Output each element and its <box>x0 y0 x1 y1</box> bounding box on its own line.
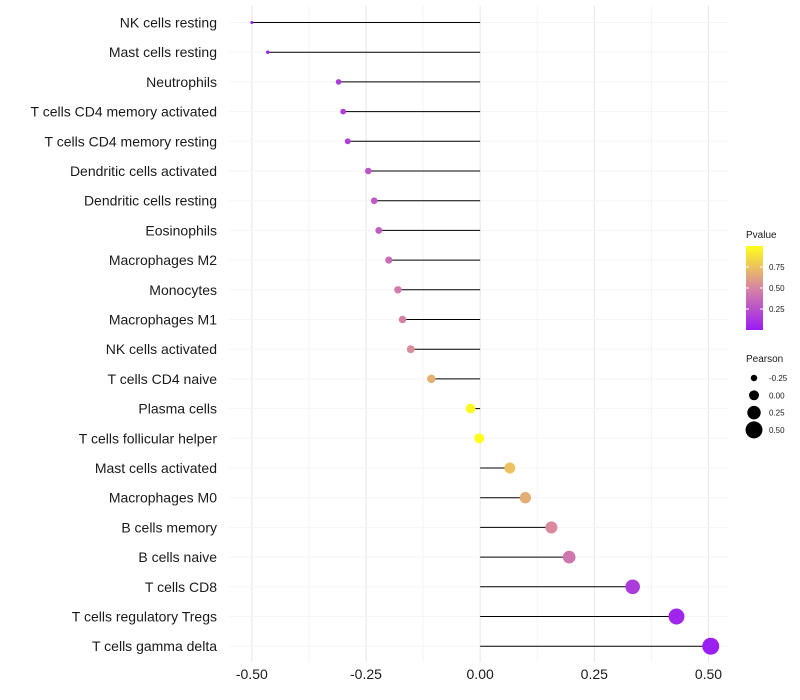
category-label: Mast cells activated <box>95 460 217 476</box>
lollipop-point <box>427 374 436 384</box>
size-legend-label: 0.00 <box>769 391 785 400</box>
category-label: Dendritic cells activated <box>70 163 217 179</box>
x-tick-label: -0.50 <box>236 666 268 682</box>
category-label: T cells CD4 memory resting <box>45 133 217 149</box>
x-tick-label: 0.25 <box>581 666 608 682</box>
category-label: B cells naive <box>138 549 217 565</box>
pvalue-colorbar <box>746 246 763 330</box>
category-label: B cells memory <box>121 519 217 535</box>
lollipop-point <box>364 167 372 175</box>
pearson-legend: Pearson -0.25 0.00 0.25 0.50 <box>745 354 788 439</box>
pvalue-legend-title: Pvalue <box>746 230 777 241</box>
category-label: Macrophages M1 <box>109 312 217 328</box>
lollipop-point <box>266 50 270 54</box>
lollipop-point <box>250 21 254 24</box>
colorbar-tick-label: 0.50 <box>769 284 785 293</box>
lollipop-point <box>394 286 402 294</box>
lollipop-point <box>335 79 342 85</box>
lollipop-point <box>398 315 407 324</box>
category-label: T cells CD8 <box>145 579 217 595</box>
category-label: T cells gamma delta <box>92 638 217 654</box>
lollipop-point <box>370 197 378 205</box>
x-axis-ticks: -0.50 -0.25 0.00 0.25 0.50 <box>236 666 722 682</box>
category-label: T cells follicular helper <box>79 430 218 446</box>
lollipop-point <box>668 608 685 625</box>
category-label: T cells regulatory Tregs <box>72 609 217 625</box>
size-legend-label: 0.50 <box>769 426 785 435</box>
pvalue-legend: Pvalue 0.25 0.50 0.75 <box>746 230 785 330</box>
category-label: Plasma cells <box>138 401 217 417</box>
category-label: Neutrophils <box>146 74 217 90</box>
category-label: Macrophages M0 <box>109 490 217 506</box>
lollipop-point <box>504 462 516 474</box>
x-tick-label: 0.50 <box>695 666 722 682</box>
colorbar-tick-label: 0.25 <box>769 305 785 314</box>
size-legend-dot <box>749 390 759 401</box>
size-legend-dot <box>750 374 758 382</box>
lollipop-point <box>702 637 720 655</box>
colorbar-tick-label: 0.75 <box>769 263 785 272</box>
x-tick-label: 0.00 <box>467 666 494 682</box>
size-legend-label: 0.25 <box>769 409 785 418</box>
size-legend-dot <box>747 405 761 420</box>
lollipop-point <box>474 433 485 444</box>
category-label: Mast cells resting <box>109 44 217 60</box>
size-legend-label: -0.25 <box>769 374 788 383</box>
lollipop-point <box>545 521 558 534</box>
lollipop-point <box>519 492 532 504</box>
category-label: Monocytes <box>149 282 217 298</box>
category-label: T cells CD4 naive <box>108 371 218 387</box>
lollipop-point <box>375 226 383 234</box>
lollipop-point <box>465 403 476 414</box>
lollipop-point <box>562 550 576 564</box>
category-label: Eosinophils <box>145 222 217 238</box>
category-label: Dendritic cells resting <box>84 193 217 209</box>
lollipop-point <box>625 579 640 595</box>
category-label: NK cells resting <box>120 15 217 31</box>
lollipop-point <box>340 108 347 115</box>
lollipop-point <box>406 345 415 354</box>
lollipop-point <box>344 138 351 145</box>
size-legend-dot <box>745 421 763 439</box>
lollipop-point <box>385 256 393 264</box>
pearson-legend-title: Pearson <box>746 354 783 365</box>
grid-lines <box>229 6 729 663</box>
category-label: NK cells activated <box>106 341 217 357</box>
x-tick-label: -0.25 <box>350 666 382 682</box>
category-labels: NK cells resting Mast cells resting Neutro… <box>31 15 218 655</box>
category-label: T cells CD4 memory activated <box>31 104 217 120</box>
lollipop-points <box>250 21 720 655</box>
lollipop-stems <box>251 22 711 647</box>
category-label: Macrophages M2 <box>109 252 217 268</box>
